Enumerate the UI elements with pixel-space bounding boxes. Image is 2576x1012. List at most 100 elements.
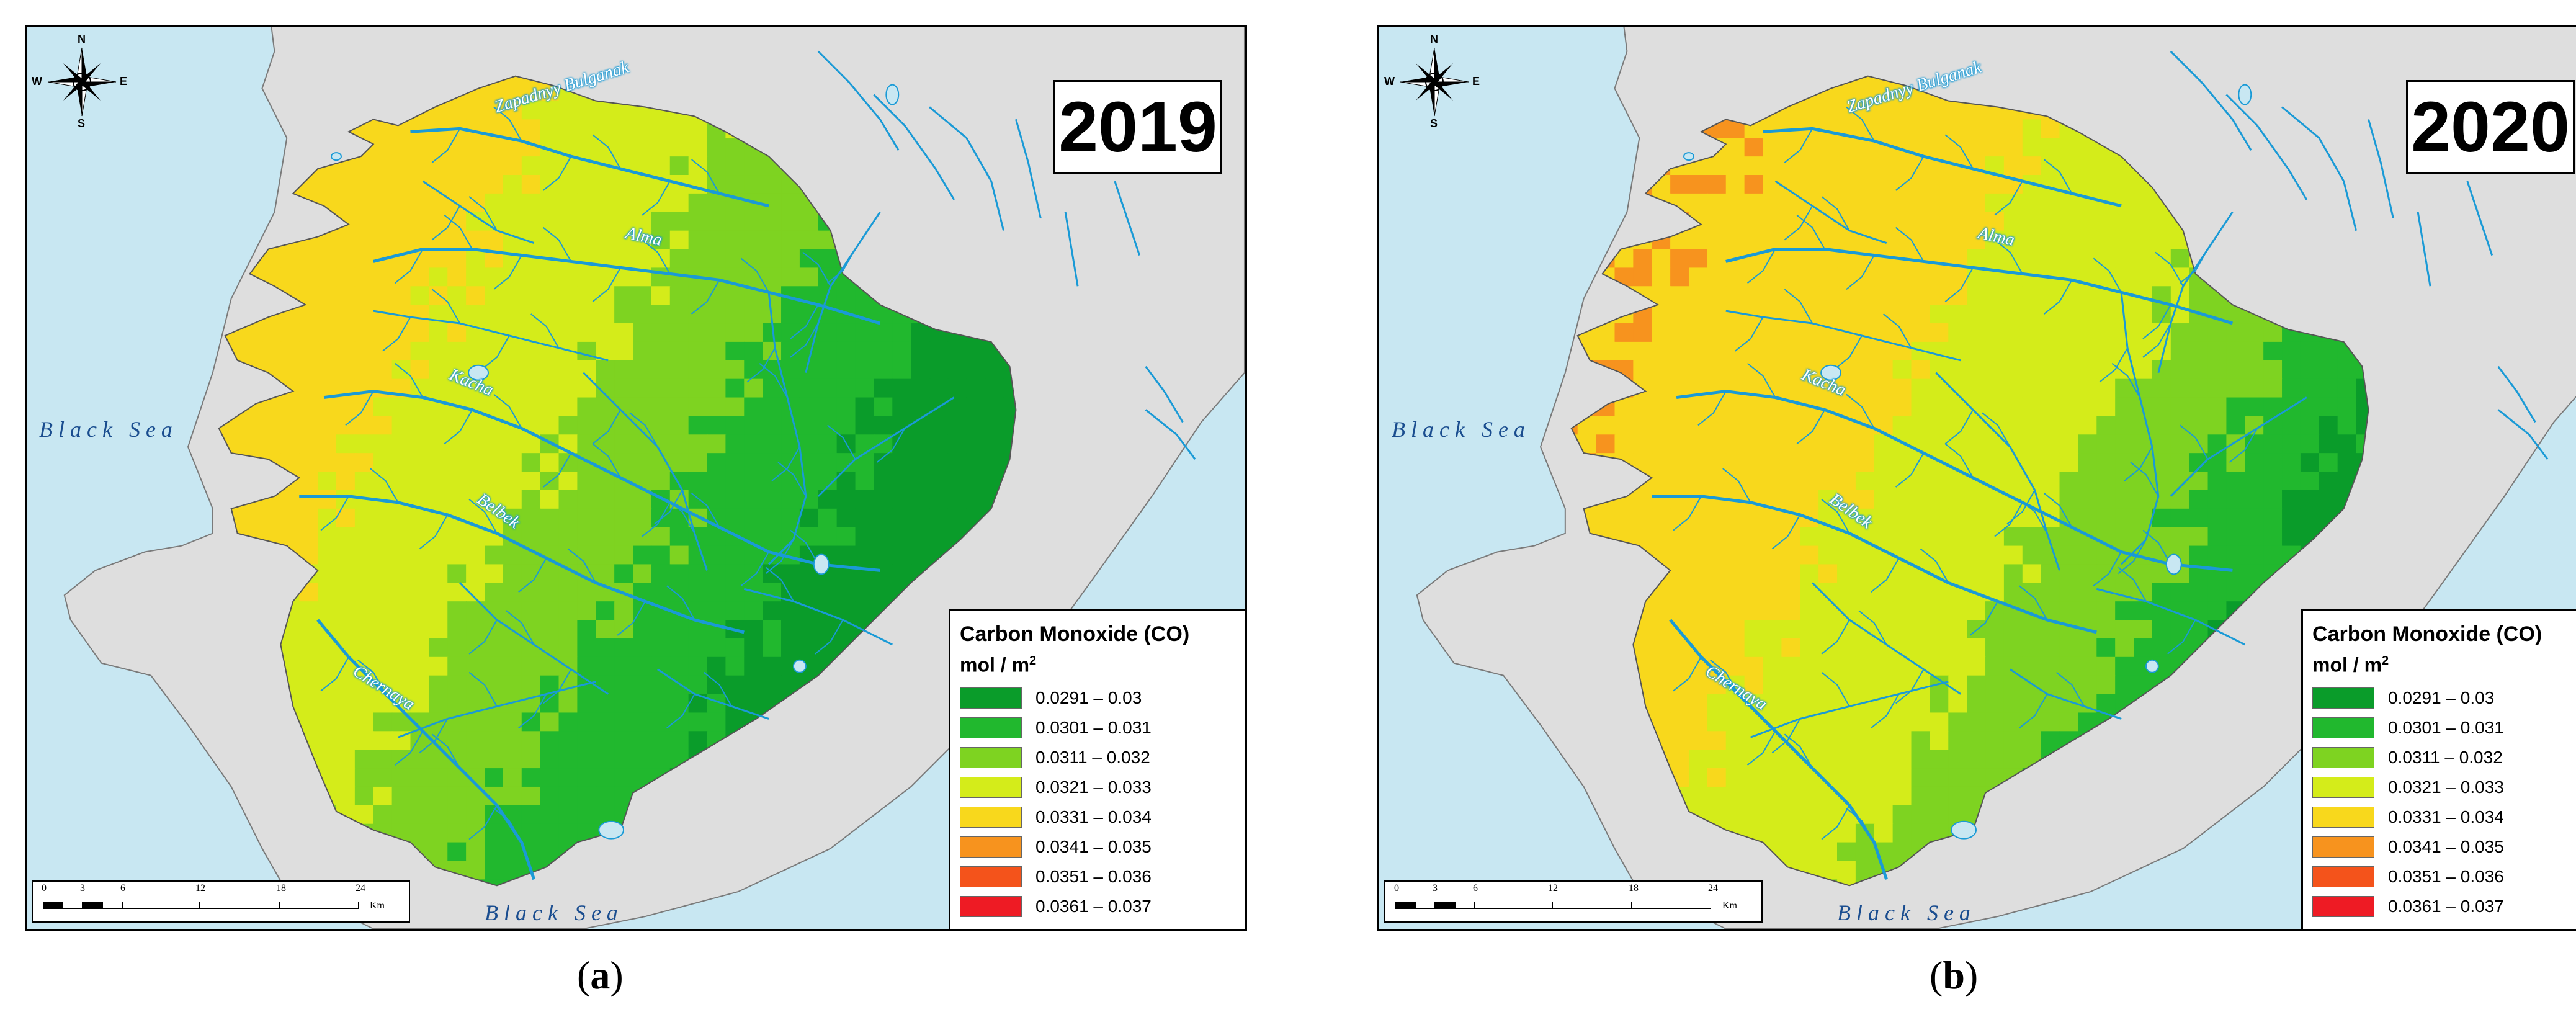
raster-cell (354, 601, 374, 621)
raster-cell (262, 416, 282, 436)
raster-cell (540, 508, 560, 528)
raster-cell (2134, 360, 2153, 380)
raster-cell (1744, 193, 1764, 213)
raster-cell (2170, 861, 2190, 880)
raster-cell (1911, 472, 1931, 491)
tributary-line (1821, 671, 1850, 707)
raster-cell (466, 656, 486, 676)
raster-cell (1763, 601, 1782, 621)
raster-cell (2022, 731, 2042, 751)
raster-cell (2078, 472, 2098, 491)
raster-cell (1855, 490, 1875, 509)
raster-cell (669, 620, 689, 639)
raster-cell (410, 360, 430, 380)
raster-cell (1911, 601, 1931, 621)
raster-cell (503, 490, 522, 509)
raster-cell (466, 564, 486, 584)
raster-cell (2059, 453, 2079, 473)
raster-cell (2003, 397, 2023, 417)
raster-cell (614, 138, 634, 158)
raster-cell (1985, 545, 2005, 565)
raster-cell (725, 286, 745, 306)
river-line (583, 372, 708, 571)
raster-cell (614, 267, 634, 287)
raster-cell (2003, 472, 2023, 491)
tributary-line (876, 428, 906, 463)
legend-swatch (960, 895, 1022, 917)
raster-cell (2003, 212, 2023, 231)
raster-cell (688, 434, 708, 454)
raster-cell (763, 267, 782, 287)
raster-cell (299, 453, 319, 473)
raster-cell (688, 731, 708, 751)
raster-cell (447, 805, 467, 825)
raster-cell (2189, 397, 2209, 417)
raster-cell (1911, 360, 1931, 380)
raster-cell (1930, 323, 1949, 343)
raster-cell (669, 397, 689, 417)
raster-cell (1855, 583, 1875, 602)
raster-cell (1725, 656, 1745, 676)
tributary-line (542, 226, 572, 262)
raster-cell (373, 360, 393, 380)
raster-cell (218, 267, 226, 287)
raster-cell (836, 397, 856, 417)
raster-cell (1744, 508, 1764, 528)
tributary-line (666, 694, 695, 729)
raster-cell (2003, 416, 2023, 436)
raster-cell (354, 323, 374, 343)
raster-cell (892, 805, 912, 825)
raster-cell (874, 453, 893, 473)
raster-cell (1800, 490, 1820, 509)
raster-cell (540, 212, 560, 231)
raster-cell (2356, 397, 2369, 417)
raster-cell (503, 768, 522, 787)
raster-cell (1818, 434, 1838, 454)
raster-cell (1985, 323, 2005, 343)
raster-cell (1688, 323, 1708, 343)
raster-cell (818, 527, 838, 547)
raster-cell (1781, 694, 1801, 714)
raster-cell (1837, 193, 1856, 213)
raster-cell (1633, 508, 1653, 528)
raster-cell (911, 527, 931, 547)
raster-cell (577, 768, 597, 787)
raster-cell (836, 583, 856, 602)
river-line (410, 127, 769, 208)
raster-cell (1800, 786, 1820, 806)
raster-cell (1911, 712, 1931, 732)
raster-cell (225, 76, 244, 83)
raster-cell (466, 230, 486, 250)
raster-cell (1892, 842, 1912, 862)
raster-cell (1930, 193, 1949, 213)
raster-cell (336, 786, 356, 806)
raster-cell (429, 823, 449, 843)
raster-cell (1688, 193, 1708, 213)
raster-cell (614, 119, 634, 139)
raster-cell (614, 545, 634, 565)
raster-cell (447, 453, 467, 473)
raster-cell (373, 638, 393, 658)
raster-cell (1967, 768, 1987, 787)
raster-cell (410, 119, 430, 139)
raster-cell (874, 564, 893, 584)
caption-b: (b) (1930, 953, 1979, 997)
raster-cell (818, 378, 838, 398)
raster-cell (318, 453, 337, 473)
tributary-line (691, 159, 720, 194)
raster-cell (596, 527, 615, 547)
raster-cell (1855, 842, 1875, 862)
raster-cell (947, 360, 967, 380)
raster-cell (966, 341, 986, 361)
year-label: 2019 (1053, 80, 1222, 174)
raster-cell (429, 156, 449, 176)
raster-cell (669, 230, 689, 250)
raster-cell (262, 434, 282, 454)
raster-cell (1985, 453, 2005, 473)
raster-cell (1707, 750, 1727, 769)
raster-cell (2096, 323, 2116, 343)
raster-cell (855, 323, 875, 343)
raster-cell (1930, 583, 1949, 602)
raster-cell (577, 490, 597, 509)
raster-cell (1837, 490, 1856, 509)
